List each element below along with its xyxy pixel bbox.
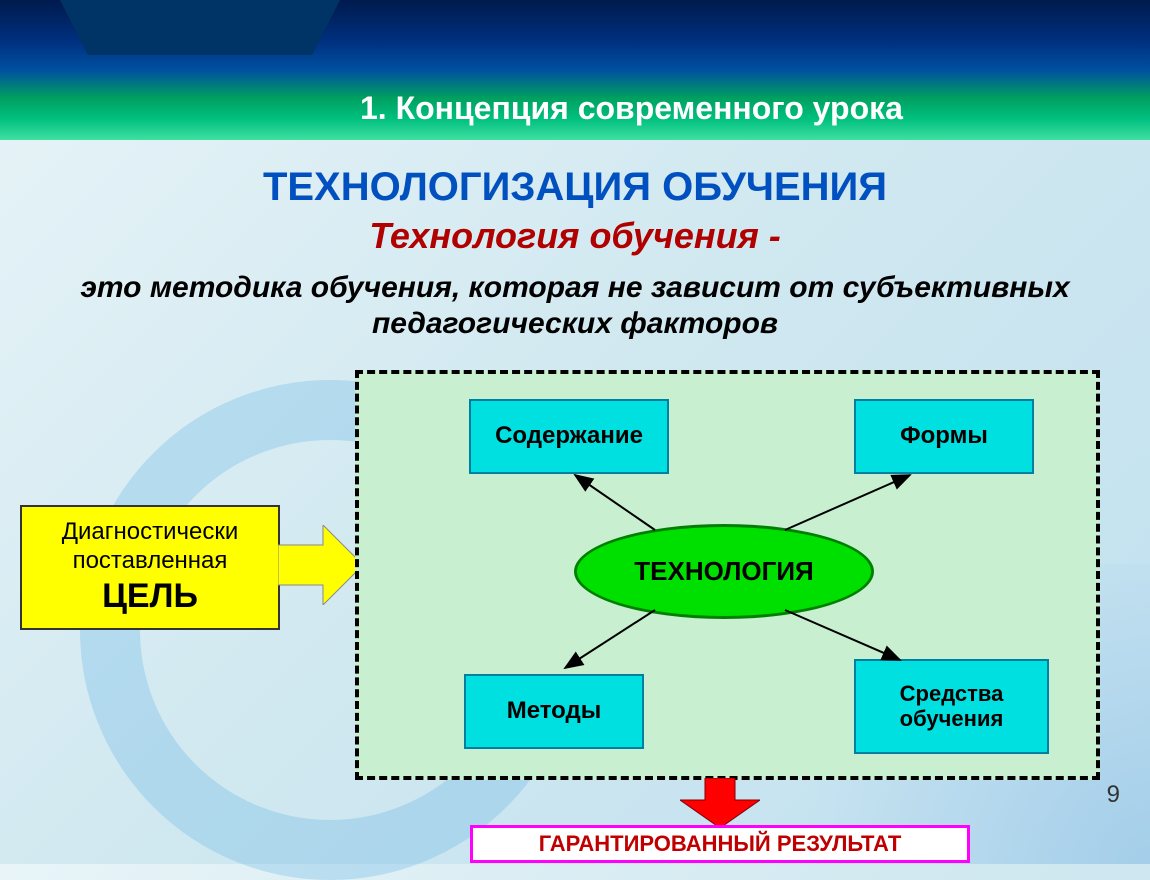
header-tab [60,0,340,55]
center-ellipse: ТЕХНОЛОГИЯ [574,524,874,619]
node-methods-label: Методы [507,698,602,724]
node-forms-label: Формы [900,423,988,449]
center-label: ТЕХНОЛОГИЯ [634,556,814,587]
arrow-down-icon [680,778,760,828]
node-forms: Формы [854,399,1034,474]
goal-box: Диагностически поставленная ЦЕЛЬ [20,505,280,630]
main-title: ТЕХНОЛОГИЗАЦИЯ ОБУЧЕНИЯ [0,165,1150,210]
description: это методика обучения, которая не зависи… [50,270,1100,342]
goal-line2: поставленная [73,547,228,576]
node-content-label: Содержание [495,423,643,449]
page-number: 9 [1107,781,1120,809]
node-methods: Методы [464,674,644,749]
node-means: Средства обучения [854,659,1049,754]
header-title: 1. Концепция современного урока [360,90,903,127]
diagram-container: Содержание Формы Методы Средства обучени… [355,370,1100,780]
subtitle: Технология обучения - [0,215,1150,257]
goal-line1: Диагностически [62,518,239,547]
goal-line3: ЦЕЛЬ [102,576,198,617]
result-box: ГАРАНТИРОВАННЫЙ РЕЗУЛЬТАТ [470,825,970,863]
node-content: Содержание [469,399,669,474]
result-label: ГАРАНТИРОВАННЫЙ РЕЗУЛЬТАТ [539,831,902,857]
node-means-label: Средства обучения [856,682,1047,730]
